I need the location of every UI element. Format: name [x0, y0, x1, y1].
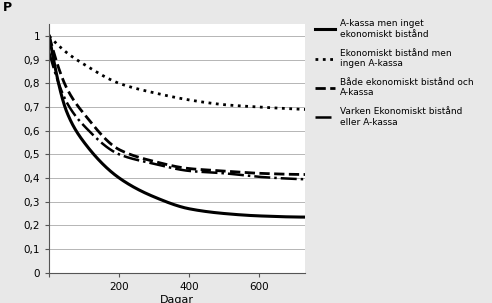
X-axis label: Dagar: Dagar [160, 295, 194, 303]
Text: P: P [3, 1, 12, 14]
Legend: A-kassa men inget
ekonomiskt bistånd, Ekonomiskt bistånd men
ingen A-kassa, Både: A-kassa men inget ekonomiskt bistånd, Ek… [315, 19, 473, 127]
